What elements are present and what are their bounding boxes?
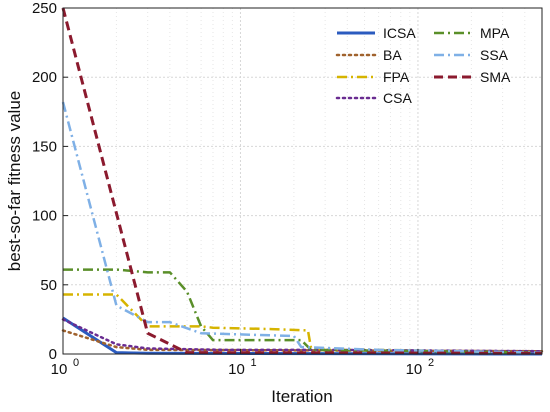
y-tick-label: 200 <box>32 69 57 86</box>
plot-frame <box>62 7 543 355</box>
series-line-csa <box>61 318 544 353</box>
legend-label-mpa: MPA <box>480 25 510 41</box>
legend-label-ssa: SSA <box>480 47 509 63</box>
series-line-ssa <box>61 101 543 354</box>
x-tick-exponent: 2 <box>428 357 434 369</box>
x-tick-label: 10 <box>51 361 68 378</box>
x-tick-label: 10 <box>406 361 423 378</box>
grid <box>62 7 543 355</box>
legend-label-csa: CSA <box>383 90 412 106</box>
legend-label-sma: SMA <box>480 69 511 85</box>
x-axis-label: Iteration <box>271 387 332 406</box>
series-line-sma <box>61 7 543 355</box>
plot-background <box>63 8 542 354</box>
legend-label-icsa: ICSA <box>383 25 416 41</box>
series-layer <box>61 7 544 356</box>
y-tick-label: 100 <box>32 208 57 225</box>
series-line-fpa <box>63 293 543 354</box>
y-axis-label: best-so-far fitness value <box>5 91 24 271</box>
y-tick-label: 50 <box>40 277 57 294</box>
x-tick-exponent: 1 <box>250 357 256 369</box>
legend-label-fpa: FPA <box>383 69 410 85</box>
y-tick-label: 150 <box>32 138 57 155</box>
legend: ICSA BA FPA CSA MPA SSA SMA <box>335 25 511 106</box>
legend-label-ba: BA <box>383 47 402 63</box>
y-tick-label: 0 <box>49 346 57 363</box>
x-tick-exponent: 0 <box>73 357 79 369</box>
x-tick-label: 10 <box>228 361 245 378</box>
y-tick-label: 250 <box>32 0 57 17</box>
